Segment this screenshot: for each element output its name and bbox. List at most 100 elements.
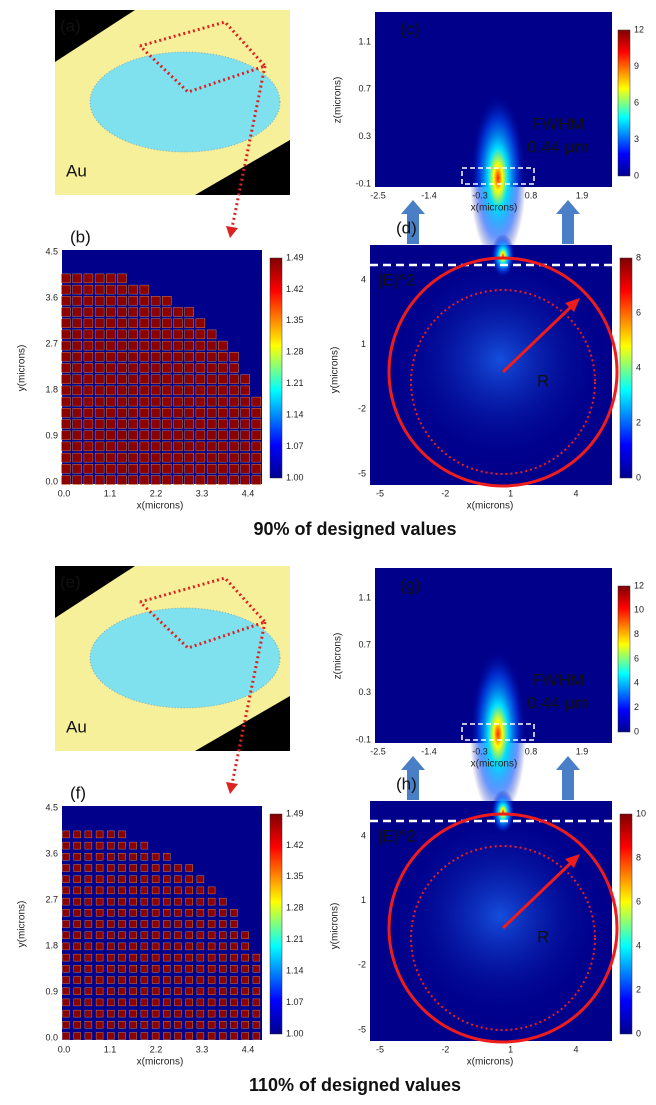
pillar [106,431,115,440]
pillar [196,397,205,406]
pillar [231,909,238,916]
field-label: |E|^2 [378,270,416,289]
pillar [175,887,182,894]
pillar [62,375,71,384]
tick-label: 1.9 [576,746,589,756]
pillar [231,988,238,995]
pillar [95,453,104,462]
pillar [175,876,182,883]
pillar [163,977,170,984]
tick-label: 1.35 [286,871,304,881]
pillar [118,308,127,317]
pillar [96,842,103,849]
pillar [186,943,193,950]
tick-label: 1 [361,895,366,905]
pillar [252,408,261,417]
pillar [107,876,114,883]
pillar [73,386,82,395]
pillar [107,932,114,939]
pillar [163,909,170,916]
colorbar [618,30,630,176]
pillar [252,442,261,451]
pillar [151,386,160,395]
pillar [207,386,216,395]
pillar [241,386,250,395]
tick-label: 1.1 [104,1044,117,1054]
tick-label: 0 [636,472,641,482]
pillar [63,932,70,939]
pillar [152,898,159,905]
pillar [107,988,114,995]
pillar [185,476,194,485]
pillar [174,453,183,462]
pillar [253,1010,260,1017]
pillar [152,943,159,950]
tick-label: 8 [636,252,641,262]
pillar [162,364,171,373]
panel-label: (a) [60,16,81,35]
pillar [74,977,81,984]
pillar [207,341,216,350]
pillar [175,921,182,928]
pillar [106,375,115,384]
pillar [63,865,70,872]
pillar [130,999,137,1006]
pillar [129,308,138,317]
pillar [196,464,205,473]
pillar [85,831,92,838]
panel-label: (f) [70,783,86,802]
pillar [163,921,170,928]
pillar [118,464,127,473]
pillar [207,442,216,451]
tick-label: 2.2 [150,488,163,498]
pillar [85,842,92,849]
pillar [163,1033,170,1040]
pillar [207,397,216,406]
pillar [119,842,126,849]
pillar [163,943,170,950]
pillar [62,285,71,294]
pillar [163,887,170,894]
tick-label: 0.0 [45,1032,58,1042]
pillar [74,831,81,838]
pillar [95,364,104,373]
arrow-head [226,782,238,794]
pillar [241,397,250,406]
pillar [130,954,137,961]
pillar [219,965,226,972]
pillar [162,420,171,429]
pillar [174,397,183,406]
pillar [151,442,160,451]
pillar [151,431,160,440]
pillar [140,364,149,373]
pillar [186,988,193,995]
pillar [253,1033,260,1040]
pillar [208,932,215,939]
pillar [119,999,126,1006]
pillar [106,420,115,429]
pillar [175,999,182,1006]
pillar [63,999,70,1006]
tick-label: 1.21 [286,378,304,388]
tick-label: -0.1 [355,178,371,188]
pillar [231,1021,238,1028]
pillar [151,364,160,373]
pillar [151,420,160,429]
pillar [119,876,126,883]
pillar [119,921,126,928]
pillar [63,1010,70,1017]
tick-label: 1.1 [104,488,117,498]
pillar [62,308,71,317]
pillar [63,909,70,916]
pillar [175,965,182,972]
pillar [74,943,81,950]
pillar [74,965,81,972]
tick-label: 4.4 [242,488,255,498]
tick-label: 4.5 [45,802,58,812]
pillar [107,943,114,950]
tick-label: -2 [358,960,366,970]
arrow-head [226,226,238,238]
tick-label: -2 [441,1044,449,1054]
pillar [163,954,170,961]
pillar [85,977,92,984]
